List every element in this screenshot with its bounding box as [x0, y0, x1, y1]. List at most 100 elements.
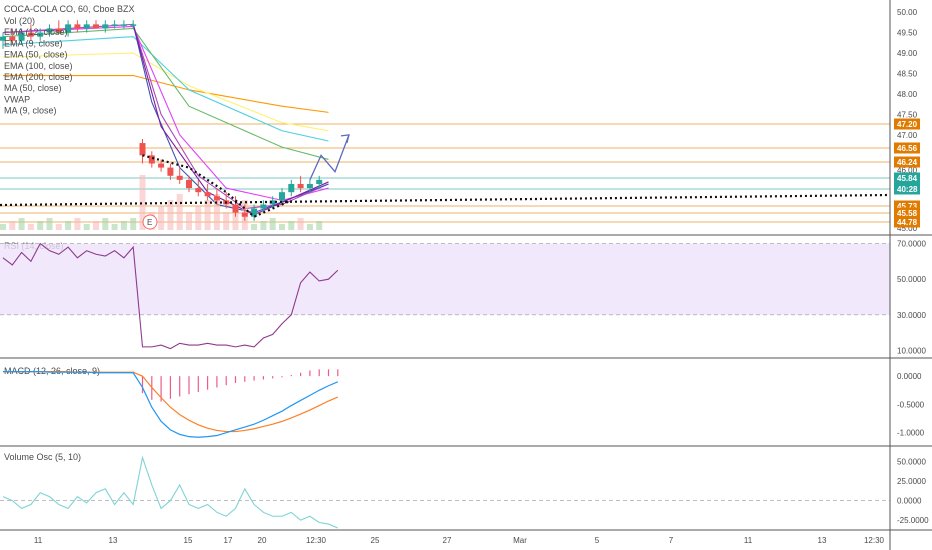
- price-axis-tick: 45.00: [897, 224, 918, 233]
- legend-item: MA (9, close): [4, 106, 57, 116]
- candle-body: [158, 163, 165, 168]
- candle-body: [130, 24, 137, 26]
- candle-body: [306, 183, 313, 189]
- legend-item: Vol (20): [4, 16, 35, 26]
- time-axis-tick: 13: [818, 536, 827, 545]
- candles: [0, 20, 323, 221]
- volume-osc-axis-tick: 50.0000: [897, 457, 926, 466]
- candle-body: [213, 196, 220, 201]
- legend-item: EMA (9, close): [4, 38, 63, 48]
- price-badge: [894, 216, 920, 228]
- time-axis-tick: 11: [744, 536, 753, 545]
- earnings-marker[interactable]: E: [142, 214, 158, 230]
- volume-bar: [111, 224, 118, 230]
- volume-bar: [213, 194, 220, 230]
- volume-osc-pane[interactable]: Volume Osc (5, 10): [0, 452, 890, 529]
- volume-bar: [9, 221, 16, 230]
- price-axis-tick: 47.50: [897, 110, 918, 119]
- candle-body: [279, 192, 285, 201]
- rsi-band: [0, 243, 890, 315]
- rsi-axis-tick: 70.0000: [897, 240, 926, 249]
- volume-bar: [93, 221, 99, 230]
- volume-bar: [18, 218, 25, 230]
- price-axis-tick: 47.00: [897, 131, 918, 140]
- time-axis-tick: 11: [34, 536, 43, 545]
- price-badge: [894, 142, 920, 154]
- time-axis[interactable]: 11 13 15 17 20 12:30 25 27 Mar 5 7 11 13 12:30: [34, 536, 885, 545]
- candle-body: [269, 200, 276, 205]
- dotted-trend-lines: [0, 154, 891, 219]
- volume-bar: [232, 206, 239, 230]
- volume-bar: [74, 218, 81, 230]
- projection-arrow-head: [340, 134, 350, 144]
- time-axis-tick: 20: [258, 536, 267, 545]
- candle-body: [37, 32, 44, 37]
- volume-osc-axis[interactable]: 50.0000 25.0000 0.0000 -25.0000: [897, 457, 929, 525]
- volume-bar: [55, 224, 62, 230]
- volume-bar: [260, 221, 267, 230]
- candle-body: [195, 188, 202, 193]
- candle-body: [46, 28, 53, 33]
- candle-body: [204, 192, 211, 197]
- candle-body: [102, 24, 109, 29]
- time-axis-tick: 15: [184, 536, 193, 545]
- time-axis-tick: 17: [224, 536, 233, 545]
- volume-bar: [297, 218, 304, 230]
- macd-axis[interactable]: 0.0000 -0.5000 -1.0000: [897, 372, 925, 438]
- volume-osc-axis-tick: -25.0000: [897, 516, 929, 525]
- time-axis-tick: Mar: [513, 536, 527, 545]
- price-axis-tick: 48.00: [897, 90, 918, 99]
- candle-body: [120, 24, 127, 26]
- price-badge-label: 40:28: [897, 185, 918, 194]
- volume-bar: [176, 194, 183, 230]
- volume-bar: [46, 218, 53, 230]
- candle-body: [288, 183, 295, 193]
- candle-body: [186, 179, 192, 189]
- volume-bar: [306, 224, 313, 230]
- candle-body: [111, 24, 118, 26]
- candle-body: [297, 183, 304, 189]
- rsi-axis[interactable]: 70.0000 50.0000 30.0000 10.0000: [897, 240, 926, 356]
- volume-osc-label: Volume Osc (5, 10): [4, 452, 81, 462]
- candle-body: [232, 204, 239, 213]
- time-axis-tick: 27: [443, 536, 452, 545]
- macd-line: [3, 371, 339, 438]
- candle-body: [9, 36, 16, 41]
- moving-average-line: [2, 27, 329, 160]
- moving-average-line: [2, 25, 329, 201]
- legend-item: VWAP: [4, 94, 30, 104]
- rsi-pane[interactable]: RSI (14, close): [0, 241, 890, 350]
- price-badge-label: 46.24: [897, 158, 918, 167]
- price-axis[interactable]: 50.00 49.50 49.00 48.50 48.00 47.50 47.00 46.00…: [897, 8, 918, 233]
- candle-body: [18, 32, 25, 41]
- legend-item: EMA (50, close): [4, 50, 68, 60]
- macd-pane[interactable]: MACD (12, 26, close, 9): [3, 366, 339, 438]
- price-badge-label: 47.20: [897, 120, 918, 129]
- macd-axis-tick: 0.0000: [897, 372, 922, 381]
- legend-item: MA (50, close): [4, 83, 62, 93]
- candle-body: [0, 36, 6, 41]
- dotted-trend-line: [0, 193, 891, 207]
- price-badge: [894, 207, 920, 219]
- candle-body: [148, 155, 155, 164]
- price-axis-tick: 49.50: [897, 29, 918, 38]
- time-axis-tick: 25: [371, 536, 380, 545]
- price-pane[interactable]: E COCA-COLA CO, 60, Cboe BZX Vol (20)EMA…: [0, 0, 891, 235]
- price-badge-label: 46.56: [897, 144, 918, 153]
- projection-arrow: [309, 134, 350, 181]
- volume-bar: [37, 221, 44, 230]
- time-axis-tick: 12:30: [864, 536, 885, 545]
- legend-item: EMA (200, close): [4, 72, 73, 82]
- volume-osc-axis-tick: 0.0000: [897, 497, 922, 506]
- candle-body: [65, 24, 72, 33]
- projection-arrow-line: [309, 134, 350, 181]
- price-badge: [894, 200, 920, 212]
- volume-bar: [251, 224, 258, 230]
- time-axis-tick: 5: [595, 536, 600, 545]
- macd-label: MACD (12, 26, close, 9): [4, 366, 100, 376]
- rsi-axis-tick: 30.0000: [897, 311, 926, 320]
- candle-body: [83, 24, 90, 29]
- candle-body: [241, 212, 248, 217]
